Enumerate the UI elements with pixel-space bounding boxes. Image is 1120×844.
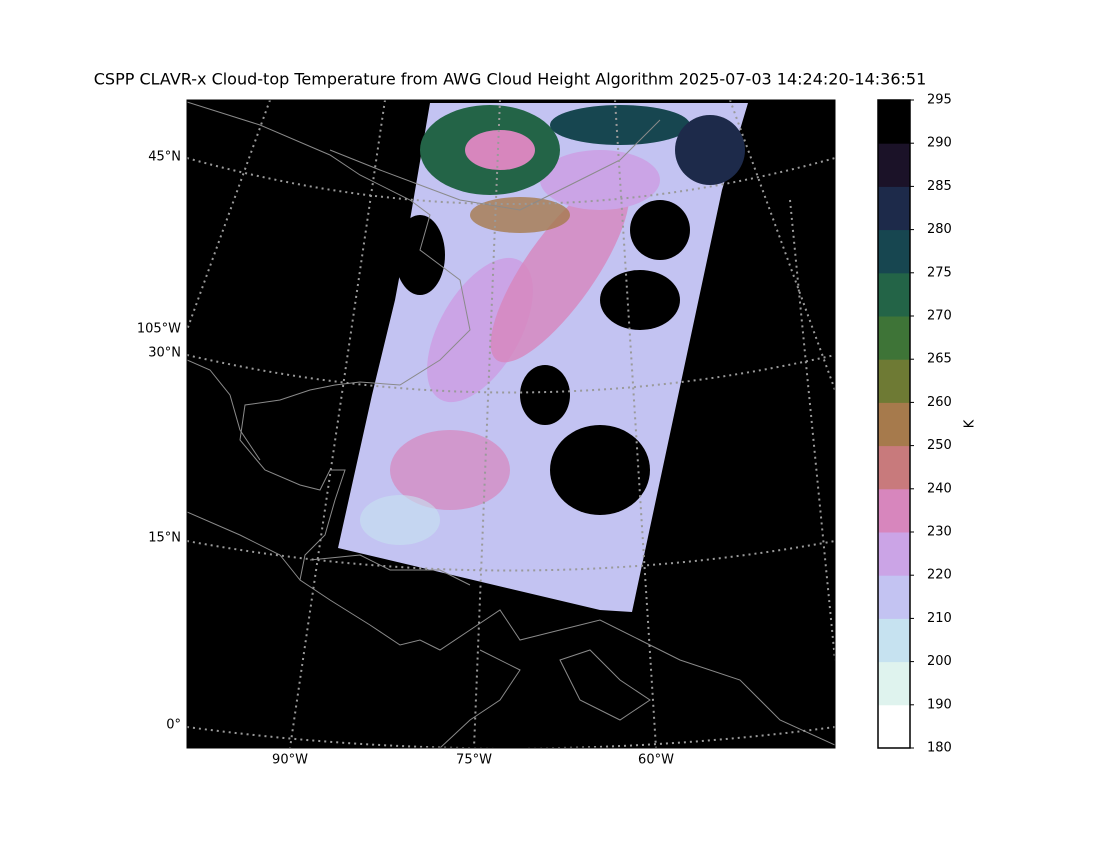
map: 45°N 105°W 30°N 15°N 0° 90°W 75°W 60°W <box>137 99 836 768</box>
colorbar-segment <box>878 488 910 533</box>
map-frame <box>186 99 836 749</box>
colorbar-segment <box>878 661 910 706</box>
colorbar-segment <box>878 186 910 231</box>
colorbar-tick-label: 180 <box>927 741 952 756</box>
title: CSPP CLAVR-x Cloud-top Temperature from … <box>94 70 927 89</box>
colorbar-tick-label: 265 <box>927 352 952 367</box>
colorbar-tick-label: 280 <box>927 222 952 237</box>
lat-label: 45°N <box>148 150 181 165</box>
colorbar-tick-label: 230 <box>927 525 952 540</box>
colorbar-segment <box>878 445 910 490</box>
colorbar-tick-label: 190 <box>927 697 952 712</box>
colorbar-segment <box>878 272 910 317</box>
colorbar-tick-label: 270 <box>927 309 952 324</box>
lon-label: 75°W <box>456 753 492 768</box>
colorbar-tick-label: 240 <box>927 481 952 496</box>
colorbar-segment <box>878 316 910 360</box>
colorbar-tick-label: 275 <box>927 265 952 280</box>
graticule <box>187 100 835 748</box>
colorbar-tick-label: 260 <box>927 395 952 410</box>
colorbar-segment <box>878 402 910 447</box>
lat-label: 30°N <box>148 346 181 361</box>
colorbar-segment <box>878 704 910 749</box>
lon-label: 60°W <box>638 753 674 768</box>
colorbar-tick-label: 285 <box>927 179 952 194</box>
colorbar-segment <box>878 100 910 144</box>
cloud-swath <box>338 103 748 612</box>
colorbar-segment <box>878 575 910 619</box>
colorbar-segment <box>878 143 910 187</box>
colorbar-tick-label: 290 <box>927 136 952 151</box>
lon-label: 90°W <box>272 753 308 768</box>
colorbar-tick-label: 210 <box>927 611 952 626</box>
colorbar-tick-label: 220 <box>927 568 952 583</box>
coastlines <box>187 101 835 748</box>
colorbar: K 180 190 200 210 220 230 240 250 260 265 270 275 28… <box>877 93 978 756</box>
colorbar-segment <box>878 359 910 403</box>
colorbar-label: K <box>963 419 978 428</box>
lat-label: 0° <box>166 718 181 733</box>
lat-label: 15°N <box>148 531 181 546</box>
colorbar-segment <box>878 618 910 663</box>
colorbar-tick-label: 200 <box>927 654 952 669</box>
colorbar-tick-label: 250 <box>927 438 952 453</box>
colorbar-segment <box>878 532 910 576</box>
lon-label: 105°W <box>137 322 181 337</box>
colorbar-frame <box>877 99 911 749</box>
colorbar-segment <box>878 229 910 274</box>
colorbar-tick-label: 295 <box>927 93 952 108</box>
